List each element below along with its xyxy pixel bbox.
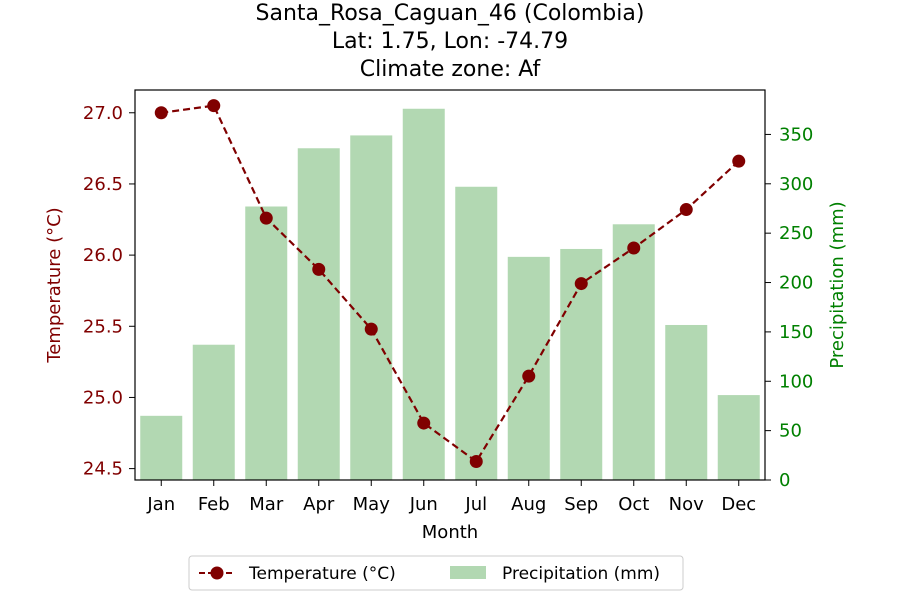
precipitation-bar-mar: [245, 206, 288, 480]
x-tick-label-jun: Jun: [409, 494, 438, 515]
precipitation-tick-label: 100: [779, 371, 813, 392]
temperature-point-feb: [207, 99, 221, 113]
legend-precipitation-swatch: [450, 566, 486, 579]
precipitation-tick-label: 350: [779, 124, 813, 145]
temperature-point-jun: [417, 416, 431, 430]
precipitation-bars: [140, 108, 760, 480]
temperature-point-jul: [469, 454, 483, 468]
legend-precipitation-label: Precipitation (mm): [502, 564, 660, 584]
temperature-line: [154, 99, 746, 468]
x-tick-label-aug: Aug: [511, 494, 546, 515]
precipitation-tick-label: 0: [779, 470, 790, 491]
temperature-tick-label: 26.0: [83, 245, 123, 266]
precipitation-tick-label: 250: [779, 223, 813, 244]
temperature-axis-label: Temperature (°C): [44, 207, 65, 363]
x-axis-label: Month: [422, 522, 478, 543]
x-tick-label-apr: Apr: [303, 494, 335, 515]
precipitation-bar-nov: [665, 324, 708, 480]
temperature-point-sep: [574, 277, 588, 291]
precipitation-axis-label: Precipitation (mm): [827, 201, 848, 368]
x-tick-label-sep: Sep: [564, 494, 598, 515]
precipitation-bar-oct: [612, 224, 655, 480]
legend: Temperature (°C) Precipitation (mm): [188, 555, 684, 591]
temperature-point-jan: [154, 106, 168, 120]
precipitation-tick-label: 50: [779, 421, 802, 442]
temperature-point-apr: [312, 262, 326, 276]
plot-frame: [134, 89, 766, 481]
x-tick-label-jul: Jul: [464, 494, 487, 515]
x-tick-label-may: May: [353, 494, 391, 515]
x-tick-label-dec: Dec: [721, 494, 756, 515]
temperature-point-mar: [259, 211, 273, 225]
precipitation-bar-jul: [455, 186, 498, 480]
temperature-point-nov: [679, 203, 693, 217]
x-tick-label-mar: Mar: [249, 494, 284, 515]
x-tick-label-jan: Jan: [146, 494, 175, 515]
precipitation-axis: 0 50 100 150 200 250 300 350: [765, 124, 813, 491]
precipitation-bar-dec: [717, 395, 760, 480]
precipitation-tick-label: 300: [779, 174, 813, 195]
temperature-point-oct: [627, 241, 641, 255]
temperature-point-dec: [732, 154, 746, 168]
legend-temperature-label: Temperature (°C): [248, 564, 396, 584]
precipitation-bar-apr: [297, 148, 340, 480]
precipitation-bar-feb: [192, 344, 235, 480]
title-line-1: Santa_Rosa_Caguan_46 (Colombia): [256, 1, 645, 26]
temperature-point-aug: [522, 369, 536, 383]
x-axis: Jan Feb Mar Apr May Jun Jul Aug Sep Oct Nov Dec: [146, 480, 756, 515]
x-tick-label-feb: Feb: [198, 494, 230, 515]
temperature-tick-label: 24.5: [83, 459, 123, 480]
temperature-tick-label: 27.0: [83, 103, 123, 124]
x-tick-label-oct: Oct: [618, 494, 649, 515]
temperature-tick-label: 25.0: [83, 387, 123, 408]
title-line-2: Lat: 1.75, Lon: -74.79: [332, 29, 568, 54]
temperature-series-line: [161, 104, 740, 464]
precipitation-bar-may: [350, 135, 393, 480]
precipitation-bar-aug: [507, 256, 550, 480]
title-line-3: Climate zone: Af: [360, 57, 542, 82]
temperature-tick-label: 26.5: [83, 174, 123, 195]
temperature-tick-label: 25.5: [83, 316, 123, 337]
precipitation-tick-label: 150: [779, 322, 813, 343]
x-tick-label-nov: Nov: [669, 494, 704, 515]
precipitation-bar-jan: [140, 415, 183, 480]
legend-temperature-marker: [210, 566, 224, 580]
chart-title: Santa_Rosa_Caguan_46 (Colombia) Lat: 1.7…: [256, 1, 645, 82]
legend-box: [188, 555, 684, 591]
temperature-point-may: [364, 322, 378, 336]
precipitation-tick-label: 200: [779, 273, 813, 294]
temperature-axis: 24.5 25.0 25.5 26.0 26.5 27.0: [83, 103, 135, 480]
